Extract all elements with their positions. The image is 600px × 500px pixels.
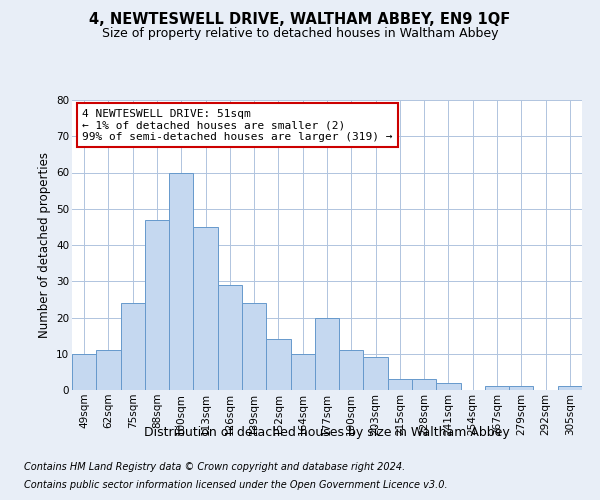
Bar — [315, 318, 339, 390]
Text: Size of property relative to detached houses in Waltham Abbey: Size of property relative to detached ho… — [102, 28, 498, 40]
Bar — [412, 379, 436, 390]
Text: Contains public sector information licensed under the Open Government Licence v3: Contains public sector information licen… — [24, 480, 448, 490]
Bar — [290, 354, 315, 390]
Y-axis label: Number of detached properties: Number of detached properties — [38, 152, 50, 338]
Bar — [96, 350, 121, 390]
Bar — [242, 303, 266, 390]
Text: Distribution of detached houses by size in Waltham Abbey: Distribution of detached houses by size … — [144, 426, 510, 439]
Bar — [509, 386, 533, 390]
Bar — [266, 339, 290, 390]
Text: 4 NEWTESWELL DRIVE: 51sqm
← 1% of detached houses are smaller (2)
99% of semi-de: 4 NEWTESWELL DRIVE: 51sqm ← 1% of detach… — [82, 108, 392, 142]
Bar — [436, 383, 461, 390]
Bar — [145, 220, 169, 390]
Text: Contains HM Land Registry data © Crown copyright and database right 2024.: Contains HM Land Registry data © Crown c… — [24, 462, 405, 472]
Text: 4, NEWTESWELL DRIVE, WALTHAM ABBEY, EN9 1QF: 4, NEWTESWELL DRIVE, WALTHAM ABBEY, EN9 … — [89, 12, 511, 28]
Bar — [121, 303, 145, 390]
Bar — [339, 350, 364, 390]
Bar — [193, 227, 218, 390]
Bar — [169, 172, 193, 390]
Bar — [364, 358, 388, 390]
Bar — [72, 354, 96, 390]
Bar — [485, 386, 509, 390]
Bar — [388, 379, 412, 390]
Bar — [218, 285, 242, 390]
Bar — [558, 386, 582, 390]
